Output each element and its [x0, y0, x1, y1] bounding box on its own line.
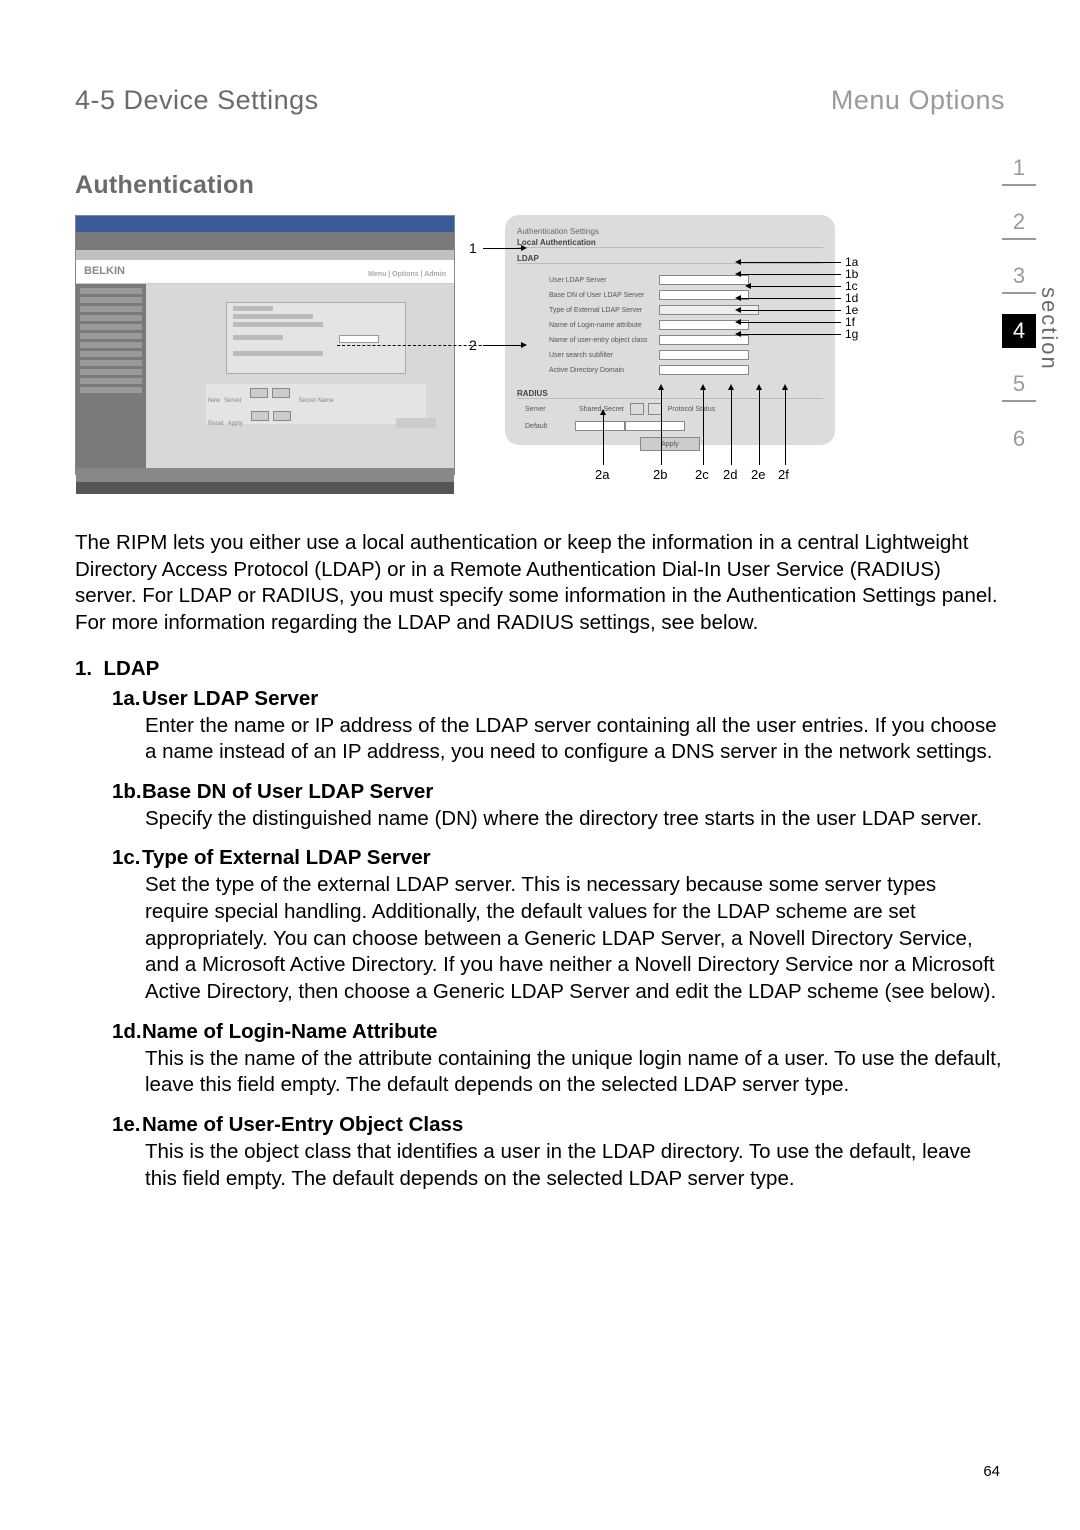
list-item-heading: 1b.Base DN of User LDAP Server — [112, 780, 1005, 804]
list-item-desc: Set the type of the external LDAP server… — [145, 872, 1005, 1005]
callout-1: 1 — [469, 240, 477, 256]
tabs-hint: Menu | Options | Admin — [368, 271, 446, 278]
list-item-heading: 1d.Name of Login-Name Attribute — [112, 1020, 1005, 1044]
nav-item-2[interactable]: 2 — [1002, 206, 1036, 240]
nav-item-6[interactable]: 6 — [1002, 422, 1036, 456]
detail-radio: Local Authentication — [517, 238, 823, 248]
list-item-desc: This is the name of the attribute contai… — [145, 1046, 1005, 1099]
section-nav-label: section — [1036, 287, 1062, 371]
page-title: Authentication — [75, 171, 1005, 200]
page-number: 64 — [983, 1463, 1000, 1480]
section-heading: 4-5 Device Settings — [75, 85, 319, 116]
section-nav: section 123456 — [1002, 152, 1052, 476]
apply-button: Apply — [640, 437, 700, 451]
nav-item-4[interactable]: 4 — [1002, 314, 1036, 348]
menu-label: Menu Options — [831, 85, 1005, 116]
list-item-heading: 1e.Name of User-Entry Object Class — [112, 1113, 1005, 1137]
radius-label: RADIUS — [517, 389, 823, 399]
list-item: 1b.Base DN of User LDAP ServerSpecify th… — [75, 780, 1005, 833]
section-title: Device Settings — [124, 85, 319, 115]
section-number: 4-5 — [75, 85, 116, 115]
list-item-desc: Enter the name or IP address of the LDAP… — [145, 713, 1005, 766]
list-heading: 1. LDAP — [75, 657, 1005, 681]
brand-logo: BELKIN — [84, 265, 125, 278]
list-item-desc: This is the object class that identifies… — [145, 1139, 1005, 1192]
nav-item-1[interactable]: 1 — [1002, 152, 1036, 186]
nav-item-3[interactable]: 3 — [1002, 260, 1036, 294]
callout-2: 2 — [469, 337, 477, 353]
detail-header: Authentication Settings — [517, 227, 823, 236]
list-item: 1d.Name of Login-Name AttributeThis is t… — [75, 1020, 1005, 1099]
list-item: 1e.Name of User-Entry Object ClassThis i… — [75, 1113, 1005, 1192]
list-item-heading: 1c.Type of External LDAP Server — [112, 846, 1005, 870]
list-item: 1c.Type of External LDAP ServerSet the t… — [75, 846, 1005, 1005]
nav-item-5[interactable]: 5 — [1002, 368, 1036, 402]
list-item: 1a.User LDAP ServerEnter the name or IP … — [75, 687, 1005, 766]
list-item-desc: Specify the distinguished name (DN) wher… — [145, 806, 1005, 833]
list-item-heading: 1a.User LDAP Server — [112, 687, 1005, 711]
intro-paragraph: The RIPM lets you either use a local aut… — [75, 530, 1005, 637]
page-header: 4-5 Device Settings Menu Options — [75, 85, 1005, 116]
figure: BELKIN Menu | Options | Admin — [75, 215, 895, 495]
